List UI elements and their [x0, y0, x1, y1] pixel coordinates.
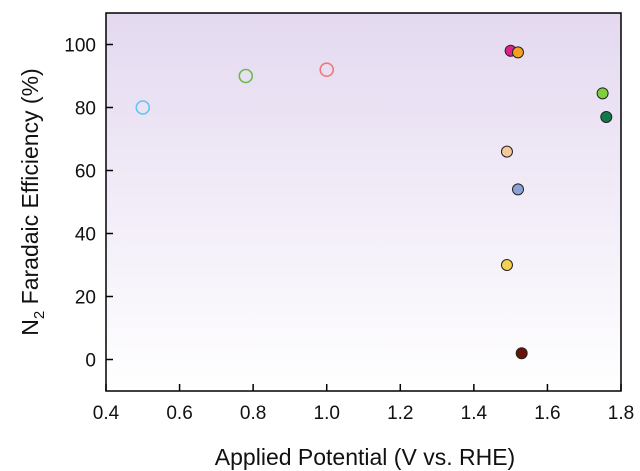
y-tick-label: 60 [75, 162, 96, 183]
x-axis-ticks: 0.4 0.6 0.8 1.0 1.2 1.4 1.6 1.8 [93, 384, 634, 424]
data-point [596, 87, 609, 100]
data-point [512, 183, 524, 196]
x-tick-label: 1.4 [461, 403, 488, 424]
x-tick-label: 1.0 [314, 403, 340, 424]
y-axis-ticks: 0 20 40 60 80 100 [64, 36, 113, 372]
y-tick-label: 80 [75, 99, 96, 120]
data-point [135, 100, 151, 115]
data-point [600, 110, 613, 123]
data-point [319, 62, 335, 77]
y-axis-label: N2 Faradaic Efficiency (%) [17, 68, 48, 335]
data-point [512, 46, 524, 59]
x-axis-label: Applied Potential (V vs. RHE) [215, 444, 515, 470]
x-tick-label: 0.8 [240, 403, 266, 424]
y-tick-label: 20 [75, 288, 96, 309]
y-axis-label-subscript: 2 [31, 311, 48, 319]
x-tick-label: 0.4 [93, 403, 120, 424]
y-tick-label: 100 [64, 36, 96, 57]
x-tick-label: 1.6 [534, 403, 560, 424]
x-tick-label: 0.6 [166, 403, 192, 424]
data-point [500, 259, 513, 271]
y-tick-label: 0 [85, 351, 96, 372]
y-axis-label-rest: Faradaic Efficiency (%) [17, 68, 43, 310]
data-point [238, 68, 254, 84]
data-point [515, 347, 528, 360]
data-points [135, 44, 613, 360]
y-tick-label: 40 [75, 225, 96, 246]
x-tick-label: 1.2 [387, 403, 413, 424]
x-tick-label: 1.8 [608, 403, 634, 424]
y-axis-label-main: N [17, 319, 43, 336]
plot-area [105, 12, 622, 392]
data-point [500, 145, 513, 158]
